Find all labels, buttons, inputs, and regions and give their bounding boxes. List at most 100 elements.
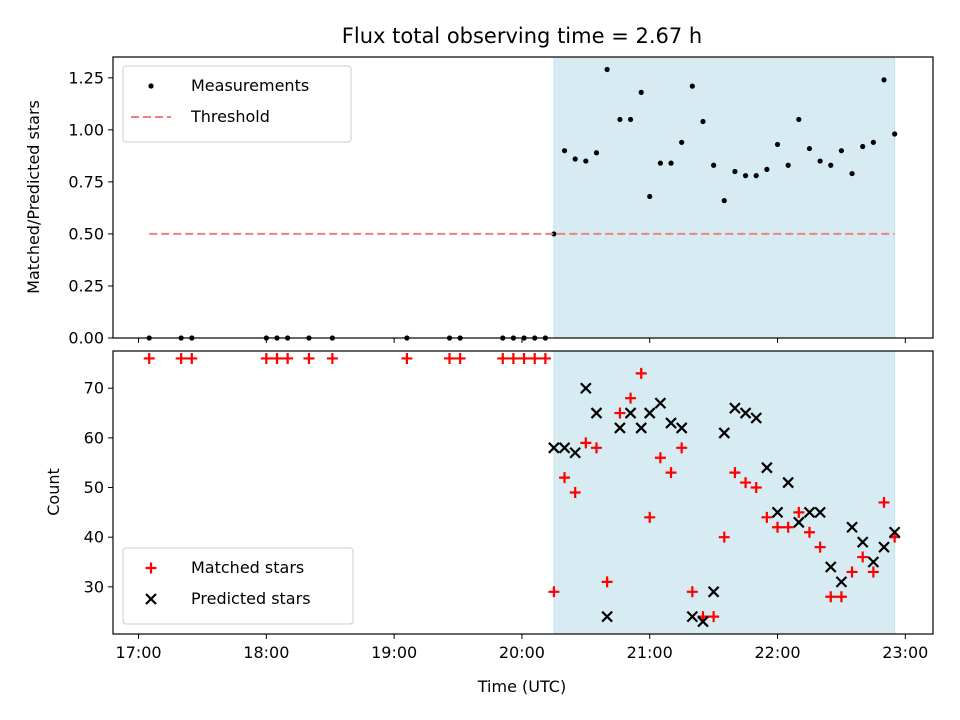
- x-tick-label: 22:00: [754, 643, 800, 662]
- legend-label: Threshold: [190, 107, 270, 126]
- top-y-tick-label: 0.50: [68, 224, 104, 243]
- matched-star-point: [143, 352, 155, 364]
- predicted-star-point: [856, 536, 869, 548]
- matched-star-point: [401, 352, 413, 364]
- measurement-point: [806, 145, 813, 152]
- measurement-point: [742, 173, 749, 179]
- matched-star-point: [878, 496, 890, 508]
- predicted-star-point: [888, 526, 901, 538]
- matched-star-point: [539, 352, 551, 364]
- predicted-star-point: [601, 610, 613, 623]
- x-tick-label: 21:00: [627, 643, 673, 662]
- bottom-y-tick-label: 60: [84, 428, 104, 447]
- measurement-point: [561, 148, 568, 154]
- predicted-star-point: [590, 407, 603, 419]
- predicted-star-point: [614, 422, 626, 434]
- measurement-point: [583, 158, 589, 164]
- matched-star-point: [518, 352, 530, 364]
- bottom-y-tick-label: 30: [84, 577, 104, 596]
- measurement-point: [860, 143, 866, 150]
- bottom-y-axis-label: Count: [44, 468, 63, 516]
- matched-star-point: [444, 352, 456, 364]
- measurement-point: [627, 116, 634, 123]
- matched-star-point: [625, 392, 637, 404]
- matched-star-point: [614, 407, 626, 419]
- predicted-star-point: [761, 461, 773, 474]
- predicted-star-point: [654, 397, 667, 409]
- measurement-point: [849, 170, 855, 177]
- predicted-star-point: [635, 422, 647, 434]
- measurement-point: [892, 131, 898, 137]
- measurement-point: [617, 116, 623, 123]
- bottom-y-tick-label: 40: [84, 528, 104, 547]
- predicted-star-point: [643, 407, 656, 419]
- predicted-star-point: [867, 556, 880, 568]
- matched-star-point: [454, 352, 466, 364]
- measurement-point: [753, 173, 759, 179]
- matched-star-point: [529, 352, 541, 364]
- predicted-star-point: [729, 402, 741, 414]
- matched-star-point: [282, 352, 294, 364]
- legend-label: Measurements: [191, 76, 309, 95]
- measurement-point: [881, 77, 887, 83]
- chart-title: Flux total observing time = 2.67 h: [342, 24, 702, 48]
- legend-x-swatch: [145, 593, 157, 605]
- matched-star-point: [507, 352, 519, 364]
- measurement-point: [785, 162, 791, 168]
- matched-star-point: [761, 511, 773, 523]
- matched-star-point: [580, 437, 592, 449]
- x-tick-label: 17:00: [116, 643, 162, 662]
- matched-star-point: [186, 352, 198, 364]
- matched-star-point: [718, 531, 730, 543]
- x-tick-label: 18:00: [243, 643, 289, 662]
- measurement-point: [828, 162, 834, 168]
- predicted-star-point: [814, 506, 826, 519]
- x-axis-label: Time (UTC): [477, 677, 566, 696]
- matched-star-point: [665, 467, 677, 479]
- matched-star-point: [644, 511, 656, 523]
- matched-star-point: [601, 576, 613, 588]
- matched-star-point: [559, 472, 571, 484]
- measurement-point: [817, 158, 823, 164]
- predicted-star-point: [782, 476, 794, 489]
- matched-star-point: [590, 442, 602, 454]
- predicted-star-point: [675, 422, 688, 434]
- matched-star-point: [271, 352, 283, 364]
- matched-star-point: [175, 352, 187, 364]
- measurement-point: [689, 83, 695, 89]
- measurement-point: [572, 156, 578, 162]
- matched-star-point: [846, 566, 858, 578]
- predicted-star-point: [750, 412, 762, 424]
- predicted-star-point: [665, 417, 677, 429]
- predicted-star-point: [824, 561, 837, 573]
- predicted-star-point: [771, 506, 784, 519]
- bottom-y-tick-label: 70: [84, 379, 104, 398]
- matched-star-point: [686, 586, 698, 598]
- measurement-point: [721, 198, 727, 204]
- top-y-axis-label: Matched/Predicted stars: [24, 100, 43, 294]
- matched-star-point: [676, 442, 688, 454]
- matched-star-point: [569, 487, 581, 498]
- top-legend: Measurements Threshold: [122, 65, 352, 143]
- bottom-shaded-region: [553, 350, 896, 635]
- legend-label: Predicted stars: [191, 589, 311, 608]
- measurement-point: [732, 168, 738, 175]
- measurement-point: [647, 193, 653, 200]
- predicted-star-point: [624, 407, 637, 419]
- matched-star-point: [260, 352, 272, 364]
- measurement-point: [774, 141, 781, 148]
- matched-star-point: [729, 467, 741, 479]
- measurement-point: [700, 118, 706, 125]
- matched-star-point: [803, 526, 815, 538]
- predicted-star-point: [846, 521, 858, 534]
- matched-star-point: [772, 521, 784, 533]
- measurement-point: [593, 150, 600, 156]
- matched-star-point: [867, 566, 879, 578]
- bottom-series-x: [548, 382, 901, 628]
- predicted-star-point: [686, 610, 699, 623]
- measurement-point: [764, 166, 770, 172]
- predicted-star-point: [558, 442, 571, 454]
- legend-label: Matched stars: [191, 558, 304, 577]
- measurement-point: [838, 148, 845, 154]
- legend-plus-swatch: [145, 562, 157, 574]
